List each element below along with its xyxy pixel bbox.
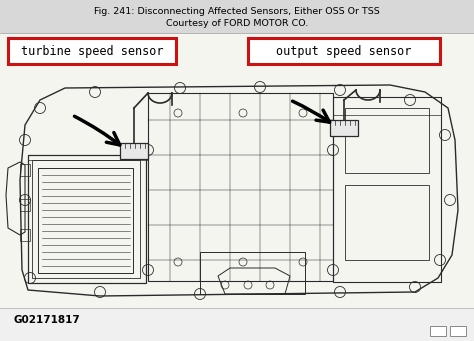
FancyBboxPatch shape	[248, 38, 440, 64]
Bar	[345, 185, 429, 260]
Text: Courtesy of FORD MOTOR CO.: Courtesy of FORD MOTOR CO.	[166, 18, 308, 28]
FancyBboxPatch shape	[8, 38, 176, 64]
Bar	[330, 120, 358, 136]
Bar	[32, 160, 140, 278]
Text: output speed sensor: output speed sensor	[276, 44, 412, 58]
Bar	[345, 108, 429, 173]
Bar	[120, 143, 148, 159]
Bar	[430, 326, 446, 336]
Bar	[333, 97, 441, 282]
Bar	[20, 229, 30, 241]
Bar	[20, 199, 30, 211]
Bar	[0, 33, 474, 308]
Bar	[20, 164, 30, 176]
Bar	[200, 252, 305, 294]
Text: G02171817: G02171817	[14, 315, 81, 325]
Text: Fig. 241: Disconnecting Affected Sensors, Either OSS Or TSS: Fig. 241: Disconnecting Affected Sensors…	[94, 6, 380, 15]
Bar	[38, 168, 133, 273]
Bar	[148, 93, 333, 281]
Bar	[450, 326, 466, 336]
Bar	[0, 0, 474, 33]
Text: turbine speed sensor: turbine speed sensor	[21, 44, 163, 58]
Bar	[28, 155, 146, 283]
